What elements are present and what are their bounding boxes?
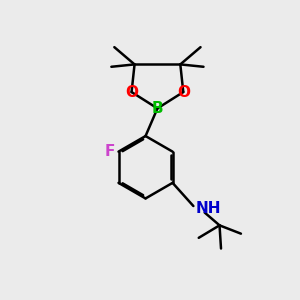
Text: O: O bbox=[125, 85, 138, 100]
Text: NH: NH bbox=[196, 202, 221, 217]
Text: B: B bbox=[152, 101, 163, 116]
Text: F: F bbox=[105, 144, 116, 159]
Text: O: O bbox=[177, 85, 190, 100]
